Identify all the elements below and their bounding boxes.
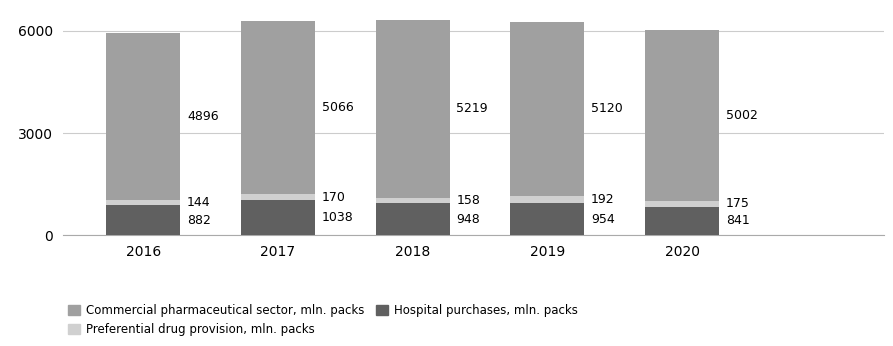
Text: 170: 170: [321, 191, 346, 203]
Bar: [241, 200, 315, 235]
Bar: [510, 203, 584, 235]
Bar: [106, 34, 180, 200]
Text: 841: 841: [726, 215, 749, 227]
Text: 5002: 5002: [726, 109, 757, 122]
Bar: [376, 20, 450, 198]
Text: 948: 948: [456, 213, 480, 226]
Text: 175: 175: [726, 197, 750, 210]
Bar: [510, 22, 584, 196]
Bar: [241, 21, 315, 194]
Text: 192: 192: [591, 193, 614, 206]
Bar: [645, 207, 719, 235]
Text: 5066: 5066: [321, 101, 354, 114]
Legend: Commercial pharmaceutical sector, mln. packs, Preferential drug provision, mln. : Commercial pharmaceutical sector, mln. p…: [69, 304, 578, 336]
Bar: [376, 203, 450, 235]
Bar: [645, 30, 719, 201]
Text: 5219: 5219: [456, 102, 488, 115]
Text: 882: 882: [188, 214, 211, 227]
Bar: [510, 196, 584, 203]
Text: 158: 158: [456, 194, 480, 207]
Bar: [106, 200, 180, 205]
Text: 954: 954: [591, 212, 615, 226]
Bar: [106, 205, 180, 235]
Bar: [376, 198, 450, 203]
Text: 144: 144: [188, 196, 211, 209]
Bar: [645, 201, 719, 207]
Bar: [241, 194, 315, 200]
Text: 4896: 4896: [188, 110, 219, 124]
Text: 1038: 1038: [321, 211, 354, 224]
Text: 5120: 5120: [591, 102, 623, 116]
